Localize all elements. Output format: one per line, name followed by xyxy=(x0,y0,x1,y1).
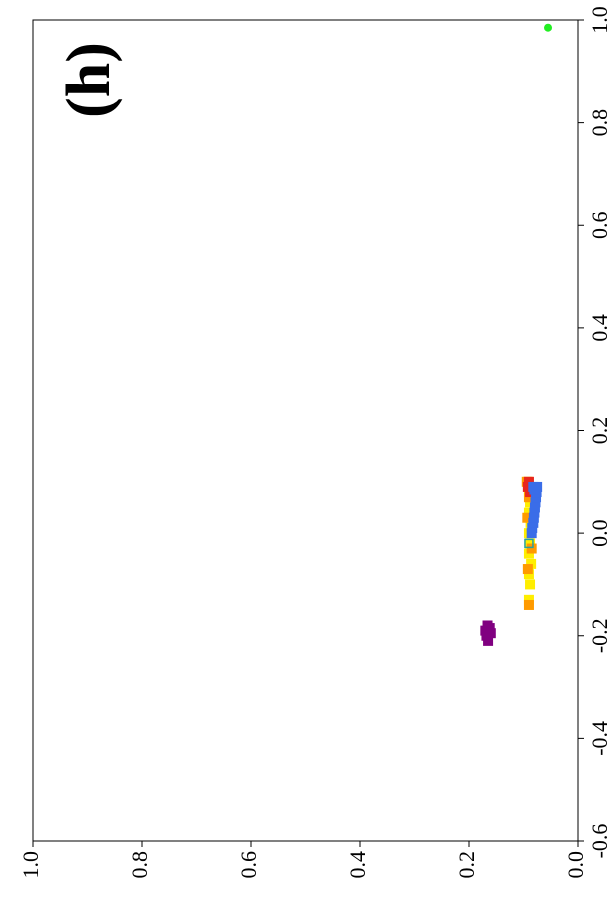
y-tick-label: 0.2 xyxy=(454,851,479,879)
point xyxy=(544,23,553,32)
x-tick-label: -0.6 xyxy=(587,824,612,859)
x-tick-label: 0.4 xyxy=(587,314,612,342)
y-tick-label: 0.4 xyxy=(345,851,370,879)
y-tick-label: 1.0 xyxy=(18,851,43,879)
point xyxy=(523,599,534,610)
y-tick-label: 0.0 xyxy=(563,851,588,879)
x-tick-label: -0.4 xyxy=(587,721,612,756)
x-tick-label: 0.2 xyxy=(587,417,612,445)
point xyxy=(525,579,536,590)
chart-title: (h) xyxy=(55,42,123,118)
point xyxy=(528,481,539,492)
y-tick-label: 0.8 xyxy=(127,851,152,879)
point xyxy=(522,564,533,575)
x-tick-label: 0.0 xyxy=(587,519,612,547)
x-tick-label: 1.0 xyxy=(587,6,612,34)
x-tick-label: 0.6 xyxy=(587,212,612,240)
point xyxy=(526,543,537,554)
y-tick-label: 0.6 xyxy=(236,851,261,879)
x-tick-label: 0.8 xyxy=(587,109,612,137)
point xyxy=(524,538,534,549)
plot-area: (h) -0.6 -0.4 -0.2 0.0 0.2 0.4 0.6 0.8 1.0 0.0 0.2… xyxy=(18,6,612,878)
x-tick-label: -0.2 xyxy=(587,618,612,653)
plot-frame xyxy=(32,19,579,842)
point xyxy=(482,620,493,631)
